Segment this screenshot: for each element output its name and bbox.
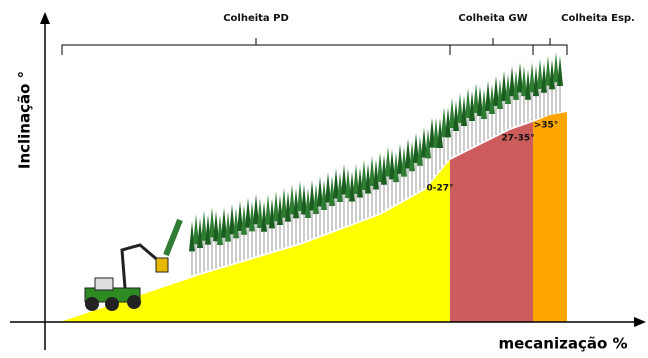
tree-crown	[557, 56, 563, 86]
bracket	[450, 38, 533, 55]
bracket	[62, 38, 450, 55]
zone-label: 0-27°	[426, 184, 453, 194]
bracket-label: Colheita PD	[223, 13, 289, 24]
zone-orange	[533, 112, 567, 322]
zone-label: >35°	[534, 121, 559, 131]
zone-label: 27-35°	[501, 134, 534, 144]
diagram: Inclinação ° mecanização % Colheita PD C…	[0, 0, 648, 358]
x-label: mecanização %	[498, 335, 627, 353]
bracket	[533, 38, 567, 55]
y-label: Inclinação °	[16, 71, 34, 169]
bracket-label: Colheita Esp.	[561, 13, 635, 24]
x-arrow	[634, 317, 646, 327]
y-arrow	[40, 12, 50, 24]
bracket-label: Colheita GW	[458, 13, 527, 24]
zone-red	[450, 122, 533, 322]
